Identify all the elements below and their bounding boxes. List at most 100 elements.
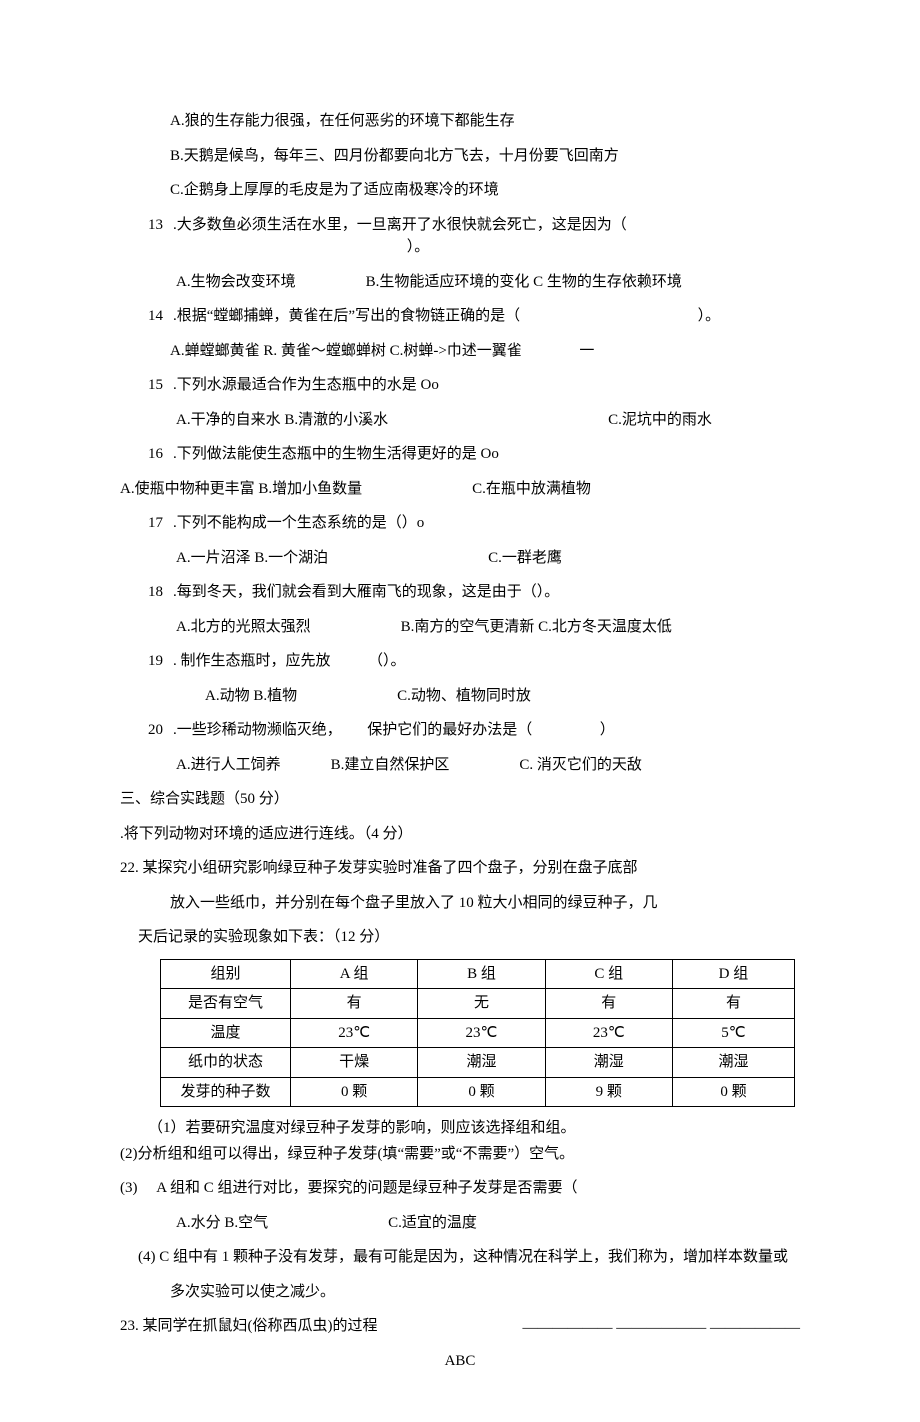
cell: 23℃ xyxy=(545,1018,672,1048)
table-row: 温度 23℃ 23℃ 23℃ 5℃ xyxy=(161,1018,795,1048)
q22-line2: 放入一些纸巾，并分别在每个盘子里放入了 10 粒大小相同的绿豆种子，几 xyxy=(170,892,800,915)
q17-text: .下列不能构成一个生态系统的是（）o xyxy=(173,512,800,535)
q12-opt-a: A.狼的生存能力很强，在任何恶劣的环境下都能生存 xyxy=(170,110,800,133)
q23-dashes: —————— —————— —————— xyxy=(523,1317,801,1340)
cell: 是否有空气 xyxy=(161,989,291,1019)
q15: 15 .下列水源最适合作为生态瓶中的水是 Oo xyxy=(148,374,800,397)
q14-tail: ）。 xyxy=(698,308,721,324)
table-header-row: 组别 A 组 B 组 C 组 D 组 xyxy=(161,959,795,989)
q13-tail: ）。 xyxy=(407,239,430,255)
q19-paren: （）。 xyxy=(368,653,406,669)
cell: 0 颗 xyxy=(672,1077,794,1107)
cell: 温度 xyxy=(161,1018,291,1048)
q14-num: 14 xyxy=(148,305,163,328)
cell: 无 xyxy=(418,989,545,1019)
q15-text: .下列水源最适合作为生态瓶中的水是 Oo xyxy=(173,374,800,397)
q22-line1: 22. 某探究小组研究影响绿豆种子发芽实验时准备了四个盘子，分别在盘子底部 xyxy=(120,857,800,880)
q16: 16 .下列做法能使生态瓶中的生物生活得更好的是 Oo xyxy=(148,443,800,466)
q17-opt-c: C.一群老鹰 xyxy=(488,547,562,570)
q21: .将下列动物对环境的适应进行连线。（4 分） xyxy=(120,823,800,846)
cell: 有 xyxy=(545,989,672,1019)
q15-options: A.干净的自来水 B.清澈的小溪水 C.泥坑中的雨水 xyxy=(176,409,800,432)
q16-opt-ab: A.使瓶中物种更丰富 B.增加小鱼数量 xyxy=(120,478,362,501)
q20-opt-c: C. 消灭它们的天敌 xyxy=(519,754,642,777)
q13-text: .大多数鱼必须生活在水里，一旦离开了水很快就会死亡，这是因为（ xyxy=(173,217,627,233)
q22-sub1: （1）若要研究温度对绿豆种子发芽的影响，则应该选择组和组。 xyxy=(148,1117,800,1140)
q13: 13 .大多数鱼必须生活在水里，一旦离开了水很快就会死亡，这是因为（ ）。 xyxy=(148,214,800,259)
q18: 18 .每到冬天，我们就会看到大雁南飞的现象，这是由于（）。 xyxy=(148,581,800,604)
cell: 潮湿 xyxy=(545,1048,672,1078)
cell: 纸巾的状态 xyxy=(161,1048,291,1078)
q23-abc: ABC xyxy=(120,1350,800,1373)
section3-title: 三、综合实践题（50 分） xyxy=(120,788,800,811)
q18-opt-a: A.北方的光照太强烈 xyxy=(176,616,311,639)
q20-tail: ） xyxy=(600,722,615,738)
q19: 19 . 制作生态瓶时，应先放 （）。 xyxy=(148,650,800,673)
q20-opt-b: B.建立自然保护区 xyxy=(331,754,450,777)
q17-num: 17 xyxy=(148,512,163,535)
q16-text: .下列做法能使生态瓶中的生物生活得更好的是 Oo xyxy=(173,443,800,466)
q22-sub3-num: (3) xyxy=(120,1180,138,1196)
q19-options: A.动物 B.植物 C.动物、植物同时放 xyxy=(205,685,800,708)
cell: 23℃ xyxy=(418,1018,545,1048)
q20-options: A.进行人工饲养 B.建立自然保护区 C. 消灭它们的天敌 xyxy=(176,754,800,777)
q12-opt-c: C.企鹅身上厚厚的毛皮是为了适应南极寒冷的环境 xyxy=(170,179,800,202)
q13-options: A.生物会改变环境 B.生物能适应环境的变化 C 生物的生存依赖环境 xyxy=(176,271,800,294)
q14-options: A.蝉螳螂黄雀 R. 黄雀～螳螂蝉树 C.树蝉->巾述一翼雀 一 xyxy=(170,340,800,363)
q18-num: 18 xyxy=(148,581,163,604)
th-group: 组别 xyxy=(161,959,291,989)
q15-opt-c: C.泥坑中的雨水 xyxy=(608,409,712,432)
q20-opt-a: A.进行人工饲养 xyxy=(176,754,281,777)
q20-text: .一些珍稀动物濒临灭绝， xyxy=(173,722,342,738)
q19-opt-c: C.动物、植物同时放 xyxy=(397,685,531,708)
q22-sub2: (2)分析组和组可以得出，绿豆种子发芽(填“需要”或“不需要”）空气。 xyxy=(120,1143,800,1166)
th-d: D 组 xyxy=(672,959,794,989)
q18-text: .每到冬天，我们就会看到大雁南飞的现象，这是由于（）。 xyxy=(173,581,800,604)
q16-opt-c: C.在瓶中放满植物 xyxy=(472,478,591,501)
cell: 潮湿 xyxy=(418,1048,545,1078)
table-row: 是否有空气 有 无 有 有 xyxy=(161,989,795,1019)
q18-opt-bc: B.南方的空气更清新 C.北方冬天温度太低 xyxy=(401,616,672,639)
q16-num: 16 xyxy=(148,443,163,466)
th-b: B 组 xyxy=(418,959,545,989)
table-row: 纸巾的状态 干燥 潮湿 潮湿 潮湿 xyxy=(161,1048,795,1078)
q22-sub3-opt-ab: A.水分 B.空气 xyxy=(176,1212,268,1235)
th-c: C 组 xyxy=(545,959,672,989)
q19-opt-ab: A.动物 B.植物 xyxy=(205,685,297,708)
th-a: A 组 xyxy=(291,959,418,989)
q22-sub3-text: A 组和 C 组进行对比，要探究的问题是绿豆种子发芽是否需要（ xyxy=(156,1180,577,1196)
cell: 0 颗 xyxy=(418,1077,545,1107)
experiment-table: 组别 A 组 B 组 C 组 D 组 是否有空气 有 无 有 有 温度 23℃ … xyxy=(160,959,795,1108)
q17-options: A.一片沼泽 B.一个湖泊 C.一群老鹰 xyxy=(176,547,800,570)
table-row: 发芽的种子数 0 颗 0 颗 9 颗 0 颗 xyxy=(161,1077,795,1107)
q20-text2: 保护它们的最好办法是（ xyxy=(367,722,532,738)
cell: 23℃ xyxy=(291,1018,418,1048)
cell: 潮湿 xyxy=(672,1048,794,1078)
q23-text: 23. 某同学在抓鼠妇(俗称西瓜虫)的过程 xyxy=(120,1318,378,1334)
q22-line3: 天后记录的实验现象如下表：（12 分） xyxy=(138,926,800,949)
q19-text: . 制作生态瓶时，应先放 xyxy=(173,653,331,669)
q14: 14 .根据“螳螂捕蝉，黄雀在后”写出的食物链正确的是（ ）。 xyxy=(148,305,800,328)
q20: 20 .一些珍稀动物濒临灭绝， 保护它们的最好办法是（ ） xyxy=(148,719,800,742)
q14-text: .根据“螳螂捕蝉，黄雀在后”写出的食物链正确的是（ xyxy=(173,308,520,324)
q17: 17 .下列不能构成一个生态系统的是（）o xyxy=(148,512,800,535)
q15-opt-ab: A.干净的自来水 B.清澈的小溪水 xyxy=(176,409,388,432)
q23: 23. 某同学在抓鼠妇(俗称西瓜虫)的过程 —————— —————— ————… xyxy=(120,1315,800,1338)
cell: 有 xyxy=(672,989,794,1019)
q14-dash: 一 xyxy=(579,343,594,359)
cell: 发芽的种子数 xyxy=(161,1077,291,1107)
cell: 5℃ xyxy=(672,1018,794,1048)
q14-opts: A.蝉螳螂黄雀 R. 黄雀～螳螂蝉树 C.树蝉->巾述一翼雀 xyxy=(170,343,522,359)
q18-options: A.北方的光照太强烈 B.南方的空气更清新 C.北方冬天温度太低 xyxy=(176,616,800,639)
q22-sub3-options: A.水分 B.空气 C.适宜的温度 xyxy=(176,1212,800,1235)
q22-sub4b: 多次实验可以使之减少。 xyxy=(170,1281,800,1304)
cell: 有 xyxy=(291,989,418,1019)
q15-num: 15 xyxy=(148,374,163,397)
cell: 0 颗 xyxy=(291,1077,418,1107)
cell: 干燥 xyxy=(291,1048,418,1078)
q16-options: A.使瓶中物种更丰富 B.增加小鱼数量 C.在瓶中放满植物 xyxy=(120,478,800,501)
q22-sub3: (3) A 组和 C 组进行对比，要探究的问题是绿豆种子发芽是否需要（ xyxy=(120,1177,800,1200)
q19-num: 19 xyxy=(148,650,163,673)
cell: 9 颗 xyxy=(545,1077,672,1107)
q13-opt-bc: B.生物能适应环境的变化 C 生物的生存依赖环境 xyxy=(366,271,682,294)
